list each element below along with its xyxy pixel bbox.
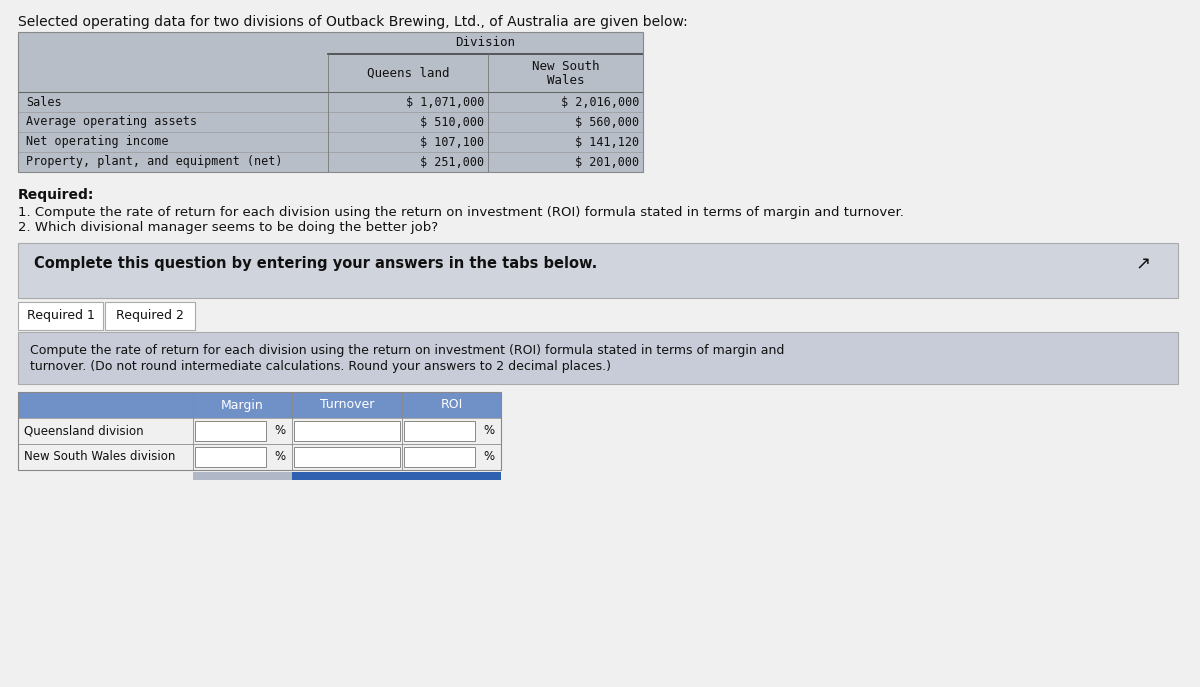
Bar [106, 302, 194, 330]
Text: 1. Compute the rate of return for each division using the return on investment (: 1. Compute the rate of return for each d… [18, 206, 904, 219]
Bar [18, 392, 502, 470]
Text: Property, plant, and equipment (net): Property, plant, and equipment (net) [26, 155, 282, 168]
Text: New South: New South [532, 60, 599, 74]
Bar [194, 421, 266, 441]
Text: Margin: Margin [221, 398, 264, 412]
Bar [18, 332, 1178, 384]
Text: Complete this question by entering your answers in the tabs below.: Complete this question by entering your … [34, 256, 598, 271]
Text: Net operating income: Net operating income [26, 135, 168, 148]
Text: $ 201,000: $ 201,000 [575, 155, 640, 168]
Text: ↗: ↗ [1135, 255, 1151, 273]
Bar [18, 32, 643, 172]
Text: $ 141,120: $ 141,120 [575, 135, 640, 148]
Bar [18, 243, 1178, 298]
Text: Wales: Wales [547, 74, 584, 87]
Text: Selected operating data for two divisions of Outback Brewing, Ltd., of Australia: Selected operating data for two division… [18, 15, 688, 29]
Text: ROI: ROI [440, 398, 463, 412]
Text: %: % [275, 451, 286, 464]
Bar [404, 421, 475, 441]
Text: 2. Which divisional manager seems to be doing the better job?: 2. Which divisional manager seems to be … [18, 221, 438, 234]
Bar [294, 421, 400, 441]
Text: Required:: Required: [18, 188, 95, 202]
Text: $ 2,016,000: $ 2,016,000 [560, 95, 640, 109]
Text: $ 560,000: $ 560,000 [575, 115, 640, 128]
Bar [18, 392, 502, 418]
Text: Average operating assets: Average operating assets [26, 115, 197, 128]
Bar [294, 447, 400, 467]
Text: %: % [484, 425, 494, 438]
Text: %: % [484, 451, 494, 464]
Text: $ 1,071,000: $ 1,071,000 [406, 95, 484, 109]
Text: Compute the rate of return for each division using the return on investment (ROI: Compute the rate of return for each divi… [30, 344, 785, 357]
Text: %: % [275, 425, 286, 438]
Text: Division: Division [456, 36, 516, 49]
Bar [18, 302, 103, 330]
Text: Queensland division: Queensland division [24, 425, 144, 438]
Text: turnover. (Do not round intermediate calculations. Round your answers to 2 decim: turnover. (Do not round intermediate cal… [30, 360, 611, 373]
Bar [193, 472, 292, 480]
Text: New South Wales division: New South Wales division [24, 451, 175, 464]
Text: $ 251,000: $ 251,000 [420, 155, 484, 168]
Text: Sales: Sales [26, 95, 61, 109]
Text: $ 510,000: $ 510,000 [420, 115, 484, 128]
Bar [18, 418, 502, 444]
Bar [292, 472, 502, 480]
Text: Queens land: Queens land [367, 67, 449, 80]
Text: Required 1: Required 1 [26, 310, 95, 322]
Text: Required 2: Required 2 [116, 310, 184, 322]
Bar [18, 444, 502, 470]
Bar [18, 32, 643, 172]
Text: Turnover: Turnover [320, 398, 374, 412]
Bar [194, 447, 266, 467]
Bar [404, 447, 475, 467]
Bar [328, 32, 643, 54]
Text: $ 107,100: $ 107,100 [420, 135, 484, 148]
